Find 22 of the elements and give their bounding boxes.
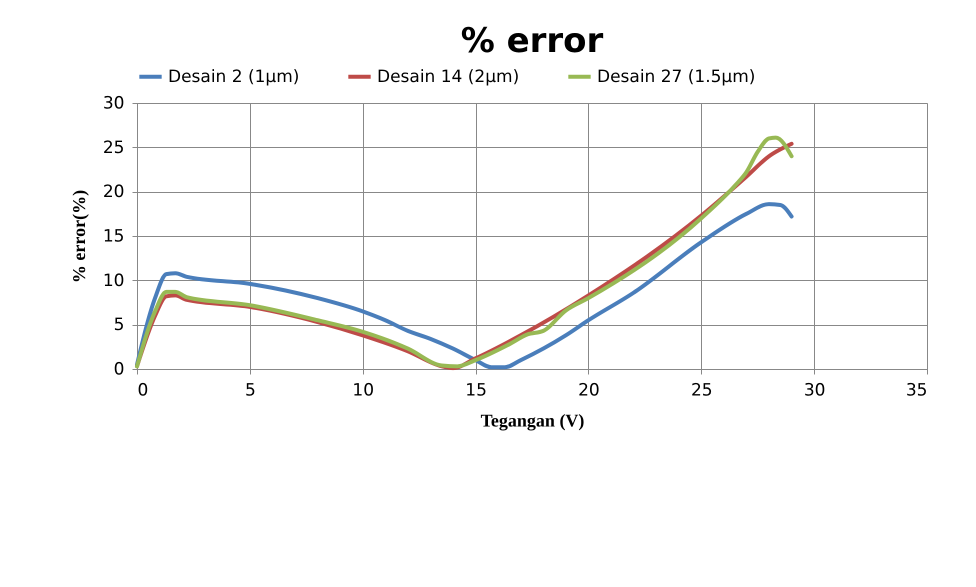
y-tick-label: 10 (102, 270, 124, 291)
x-axis-title: Tegangan (V) (480, 410, 584, 430)
x-tick-label: 15 (465, 380, 487, 400)
legend-label: Desain 2 (1µm) (168, 66, 300, 87)
legend-label: Desain 14 (2µm) (377, 66, 520, 87)
y-axis-title: % error(%) (68, 190, 89, 284)
x-tick-label: 20 (578, 380, 600, 400)
y-tick-label: 0 (114, 360, 124, 380)
chart-title: % error (460, 21, 604, 61)
x-tick-label: 10 (352, 380, 374, 400)
y-tick-label: 15 (102, 226, 124, 246)
x-tick-label: 30 (804, 380, 826, 400)
y-tick-label: 25 (102, 138, 124, 158)
x-tick-label: 25 (690, 380, 713, 400)
x-tick-label: 5 (244, 380, 256, 400)
y-tick-label: 20 (102, 182, 124, 202)
y-tick-label: 30 (102, 94, 124, 114)
y-tick-label: 5 (114, 315, 124, 336)
x-tick-label: 0 (138, 380, 148, 400)
legend-label: Desain 27 (1.5µm) (597, 66, 756, 87)
x-tick-label: 35 (906, 380, 928, 400)
line-series (135, 202, 794, 370)
